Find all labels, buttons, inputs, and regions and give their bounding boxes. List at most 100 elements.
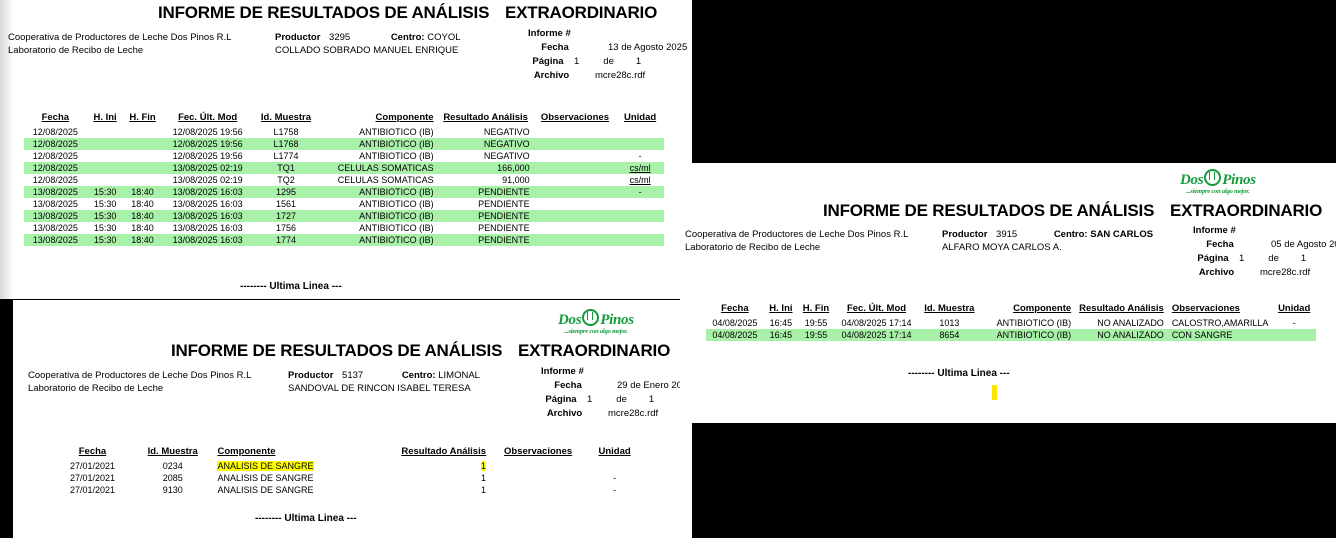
cell-resultado: NEGATIVO xyxy=(483,151,530,161)
cell-observaciones xyxy=(490,472,586,484)
pagina-total-1: 1 xyxy=(635,56,642,67)
cell-componente: ANTIBIOTICO (IB) xyxy=(359,223,434,233)
fecha-value-1: 13 de Agosto 2025 xyxy=(608,42,688,53)
col-resultado: Resultado Análisis xyxy=(1079,303,1164,314)
col-fec-ult-mod: Fec. Últ. Mod xyxy=(178,112,238,123)
cell-unidad: cs/ml xyxy=(616,174,664,186)
unit-value: cs/ml xyxy=(629,163,651,173)
cell-resultado: NEGATIVO xyxy=(437,138,534,150)
table-row: 13/08/2025 15:30 18:40 13/08/2025 16:03 1756… xyxy=(24,222,664,234)
cell-fecha: 12/08/2025 xyxy=(32,175,78,185)
coop-line-1a: Cooperativa de Productores de Leche Dos … xyxy=(8,32,232,43)
col-componente: Componente xyxy=(375,112,434,123)
fecha-label-2: Fecha xyxy=(554,380,582,391)
cell-unidad xyxy=(1272,329,1316,341)
cell-componente: ANTIBIOTICO (IB) xyxy=(318,138,438,150)
table-row: 13/08/2025 15:30 18:40 13/08/2025 16:03 1561… xyxy=(24,198,664,210)
archivo-label-2: Archivo xyxy=(546,408,583,419)
cell-unidad xyxy=(616,198,664,210)
cell-h-ini: 15:30 xyxy=(93,223,117,233)
text-cursor-caret xyxy=(992,385,997,400)
pagina-total-3: 1 xyxy=(1300,253,1307,264)
cell-unidad: cs/ml xyxy=(616,162,664,174)
de-label-1: de xyxy=(603,56,614,67)
cell-observaciones: CALOSTRO,AMARILLA xyxy=(1171,318,1269,328)
cell-fecha: 12/08/2025 xyxy=(24,138,87,150)
cell-h-ini xyxy=(87,150,124,162)
col-resultado: Resultado Análisis xyxy=(443,112,528,123)
cell-id-muestra: 1561 xyxy=(275,199,296,209)
col-componente: Componente xyxy=(1013,303,1072,314)
cell-componente: ANTIBIOTICO (IB) xyxy=(318,234,438,246)
cell-componente: ANTIBIOTICO (IB) xyxy=(318,186,438,198)
cell-resultado: PENDIENTE xyxy=(437,234,534,246)
cell-observaciones xyxy=(534,150,616,162)
cell-componente: ANTIBIOTICO (IB) xyxy=(359,199,434,209)
componente-value: ANALISIS DE SANGRE xyxy=(217,461,314,471)
centro-label-2: Centro: xyxy=(401,370,436,381)
page-title-3: INFORME DE RESULTADOS DE ANÁLISIS xyxy=(823,201,1155,220)
cell-fecha: 04/08/2025 xyxy=(712,318,758,328)
unit-value: - xyxy=(638,187,642,197)
page-title-extra-3: EXTRAORDINARIO xyxy=(1170,201,1323,220)
productor-value-2: 5137 xyxy=(342,370,364,381)
archivo-value-3: mcre28c.rdf xyxy=(1260,267,1311,278)
cell-h-ini: 16:45 xyxy=(769,318,793,328)
col-fecha: Fecha xyxy=(41,112,70,123)
cell-fecha: 27/01/2021 xyxy=(69,485,116,495)
centro-label-3: Centro: xyxy=(1053,229,1088,240)
cell-h-fin: 18:40 xyxy=(131,199,154,209)
cell-observaciones xyxy=(533,234,617,246)
cell-fec-ult-mod: 13/08/2025 02:19 xyxy=(161,162,254,174)
footer-ultima-linea-3: -------- Ultima Linea --- xyxy=(908,368,1010,379)
logo-word-left: Dos xyxy=(1180,172,1204,188)
cell-componente: ANALISIS DE SANGRE xyxy=(213,472,387,484)
cell-componente: ANTIBIOTICO (IB) xyxy=(979,329,1076,341)
page-title-extra-1: EXTRAORDINARIO xyxy=(505,3,658,22)
cell-componente: ANALISIS DE SANGRE xyxy=(213,460,387,472)
cell-resultado: 166,000 xyxy=(437,162,534,174)
productor-value-3: 3915 xyxy=(996,229,1018,240)
table-row: 27/01/2021 0234 ANALISIS DE SANGRE 1 xyxy=(53,460,643,472)
col-h-ini: H. Ini xyxy=(769,303,793,314)
cell-observaciones: CON SANGRE xyxy=(1167,329,1273,341)
cell-resultado: NEGATIVO xyxy=(483,127,530,137)
cell-componente: CELULAS SOMATICAS xyxy=(337,175,434,185)
coop-line-3b: Laboratorio de Recibo de Leche xyxy=(685,242,821,253)
cell-fecha: 13/08/2025 xyxy=(24,186,87,198)
logo-word-right: Pinos xyxy=(600,312,634,328)
productor-value-1: 3295 xyxy=(329,32,351,43)
cell-h-fin xyxy=(123,162,162,174)
col-id-muestra: Id. Muestra xyxy=(924,303,975,314)
col-fecha: Fecha xyxy=(78,446,107,457)
pagina-label-3: Página xyxy=(1197,253,1229,264)
cell-unidad xyxy=(586,460,643,472)
resultado-value: 1 xyxy=(481,461,487,471)
cell-resultado: NO ANALIZADO xyxy=(1075,329,1168,341)
footer-ultima-linea-2: -------- Ultima Linea --- xyxy=(255,513,357,524)
productor-name-2: SANDOVAL DE RINCON ISABEL TERESA xyxy=(288,383,471,394)
col-fec-ult-mod: Fec. Últ. Mod xyxy=(846,303,907,314)
col-unidad: Unidad xyxy=(1278,303,1311,314)
cell-fec-ult-mod: 13/08/2025 02:19 xyxy=(172,175,243,185)
unit-value: - xyxy=(1292,318,1296,328)
col-observaciones: Observaciones xyxy=(1171,303,1240,314)
cell-componente: CELULAS SOMATICAS xyxy=(318,162,438,174)
col-observaciones: Observaciones xyxy=(540,112,609,123)
cell-id-muestra: 1295 xyxy=(253,186,319,198)
archivo-value-2: mcre28c.rdf xyxy=(608,408,659,419)
cell-h-fin: 18:40 xyxy=(123,186,162,198)
cell-unidad xyxy=(616,210,664,222)
table-row: 12/08/2025 12/08/2025 19:56 L1774 ANTIBIOTI… xyxy=(24,150,664,162)
report-panel-san-carlos: Dos Pinos ...siempre con algo mejor. INFO… xyxy=(680,163,1336,423)
cell-h-fin: 18:40 xyxy=(123,234,162,246)
cell-fec-ult-mod: 04/08/2025 17:14 xyxy=(841,318,912,328)
cell-fecha: 13/08/2025 xyxy=(32,199,78,209)
logo-word-right: Pinos xyxy=(1222,172,1256,188)
pagina-value-1: 1 xyxy=(574,56,580,67)
cell-observaciones xyxy=(534,174,616,186)
table-row: 27/01/2021 2085 ANALISIS DE SANGRE 1 - xyxy=(53,472,643,484)
productor-label-1: Productor xyxy=(275,32,321,43)
cell-id-muestra: 1727 xyxy=(253,210,319,222)
cell-resultado: 1 xyxy=(388,460,490,472)
